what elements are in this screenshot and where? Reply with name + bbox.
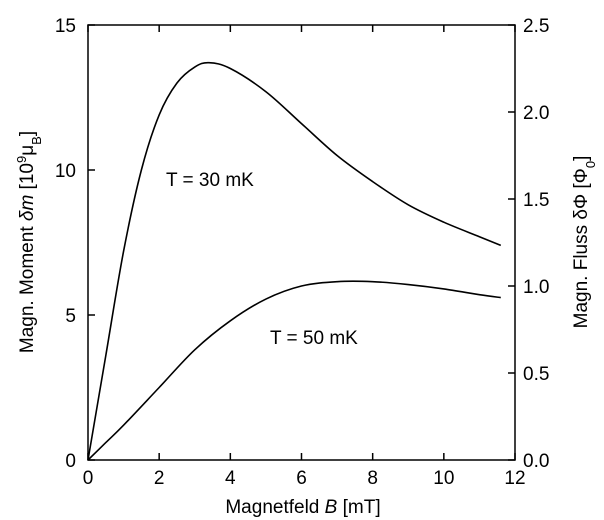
y-right-tick-label: 2.0 (523, 103, 549, 124)
y-right-tick-label: 0.0 (523, 451, 549, 472)
x-tick-label: 8 (367, 468, 378, 489)
series-line-t50 (87, 280, 501, 461)
y-left-tick-label: 5 (65, 306, 76, 327)
series-line-t30 (87, 61, 502, 461)
series-lines (87, 61, 502, 461)
tick-labels: 0 2 4 6 8 10 12 0 5 10 15 0.0 0.5 1.0 1.5 2.0 2.5 (55, 16, 550, 489)
y-right-tick-label: 0.5 (523, 364, 549, 385)
y-left-axis-title: Magn. Moment δm [109μB] (14, 131, 44, 353)
axis-ticks (87, 24, 516, 461)
annotation-t50: T = 50 mK (270, 328, 358, 349)
x-tick-label: 6 (296, 468, 307, 489)
x-tick-label: 12 (504, 468, 525, 489)
y-right-tick-label: 1.0 (523, 277, 549, 298)
y-right-tick-label: 2.5 (523, 16, 549, 37)
y-right-tick-label: 1.5 (523, 190, 549, 211)
x-tick-label: 2 (154, 468, 165, 489)
y-left-tick-label: 0 (65, 451, 76, 472)
x-tick-label: 10 (433, 468, 454, 489)
x-tick-label: 4 (225, 468, 236, 489)
annotation-t30: T = 30 mK (166, 170, 254, 191)
y-left-tick-label: 15 (55, 16, 76, 37)
x-axis-title: Magnetfeld B [mT] (225, 497, 380, 518)
x-tick-label: 0 (83, 468, 94, 489)
y-left-tick-label: 10 (55, 161, 76, 182)
y-right-axis-title: Magn. Fluss δΦ [Φ0] (571, 156, 598, 329)
